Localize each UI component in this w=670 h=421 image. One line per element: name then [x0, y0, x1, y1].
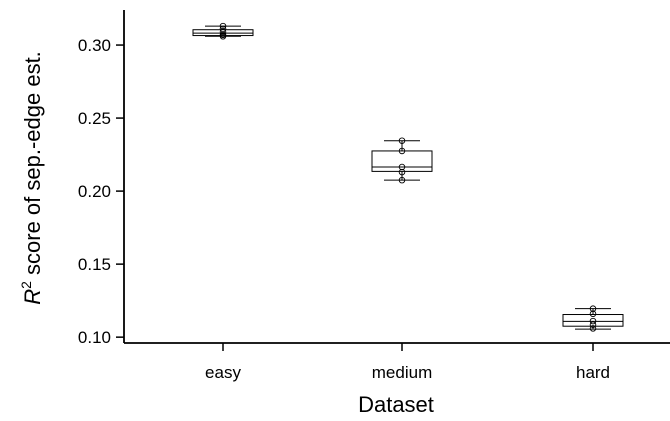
box-hard [563, 306, 623, 331]
y-axis: 0.10 0.15 0.20 0.25 0.30 [78, 36, 124, 347]
box-series [193, 23, 623, 331]
y-tick-label: 0.15 [78, 255, 111, 274]
y-tick-label: 0.25 [78, 109, 111, 128]
x-tick-label-easy: easy [205, 363, 241, 382]
y-tick-label: 0.10 [78, 328, 111, 347]
plot-frame [124, 10, 670, 343]
y-axis-title-text: score of sep.-edge est. [20, 51, 45, 281]
x-tick-label-hard: hard [576, 363, 610, 382]
y-tick-label: 0.30 [78, 36, 111, 55]
x-axis-title: Dataset [358, 392, 434, 417]
x-tick-label-medium: medium [372, 363, 432, 382]
y-axis-title-superscript: 2 [18, 281, 34, 289]
box-easy [193, 23, 253, 39]
x-axis: easy medium hard [205, 343, 610, 382]
y-axis-title-variable: R [20, 289, 45, 305]
y-tick-label: 0.20 [78, 182, 111, 201]
y-axis-title: R2 score of sep.-edge est. [18, 51, 45, 305]
box-medium [372, 138, 432, 183]
